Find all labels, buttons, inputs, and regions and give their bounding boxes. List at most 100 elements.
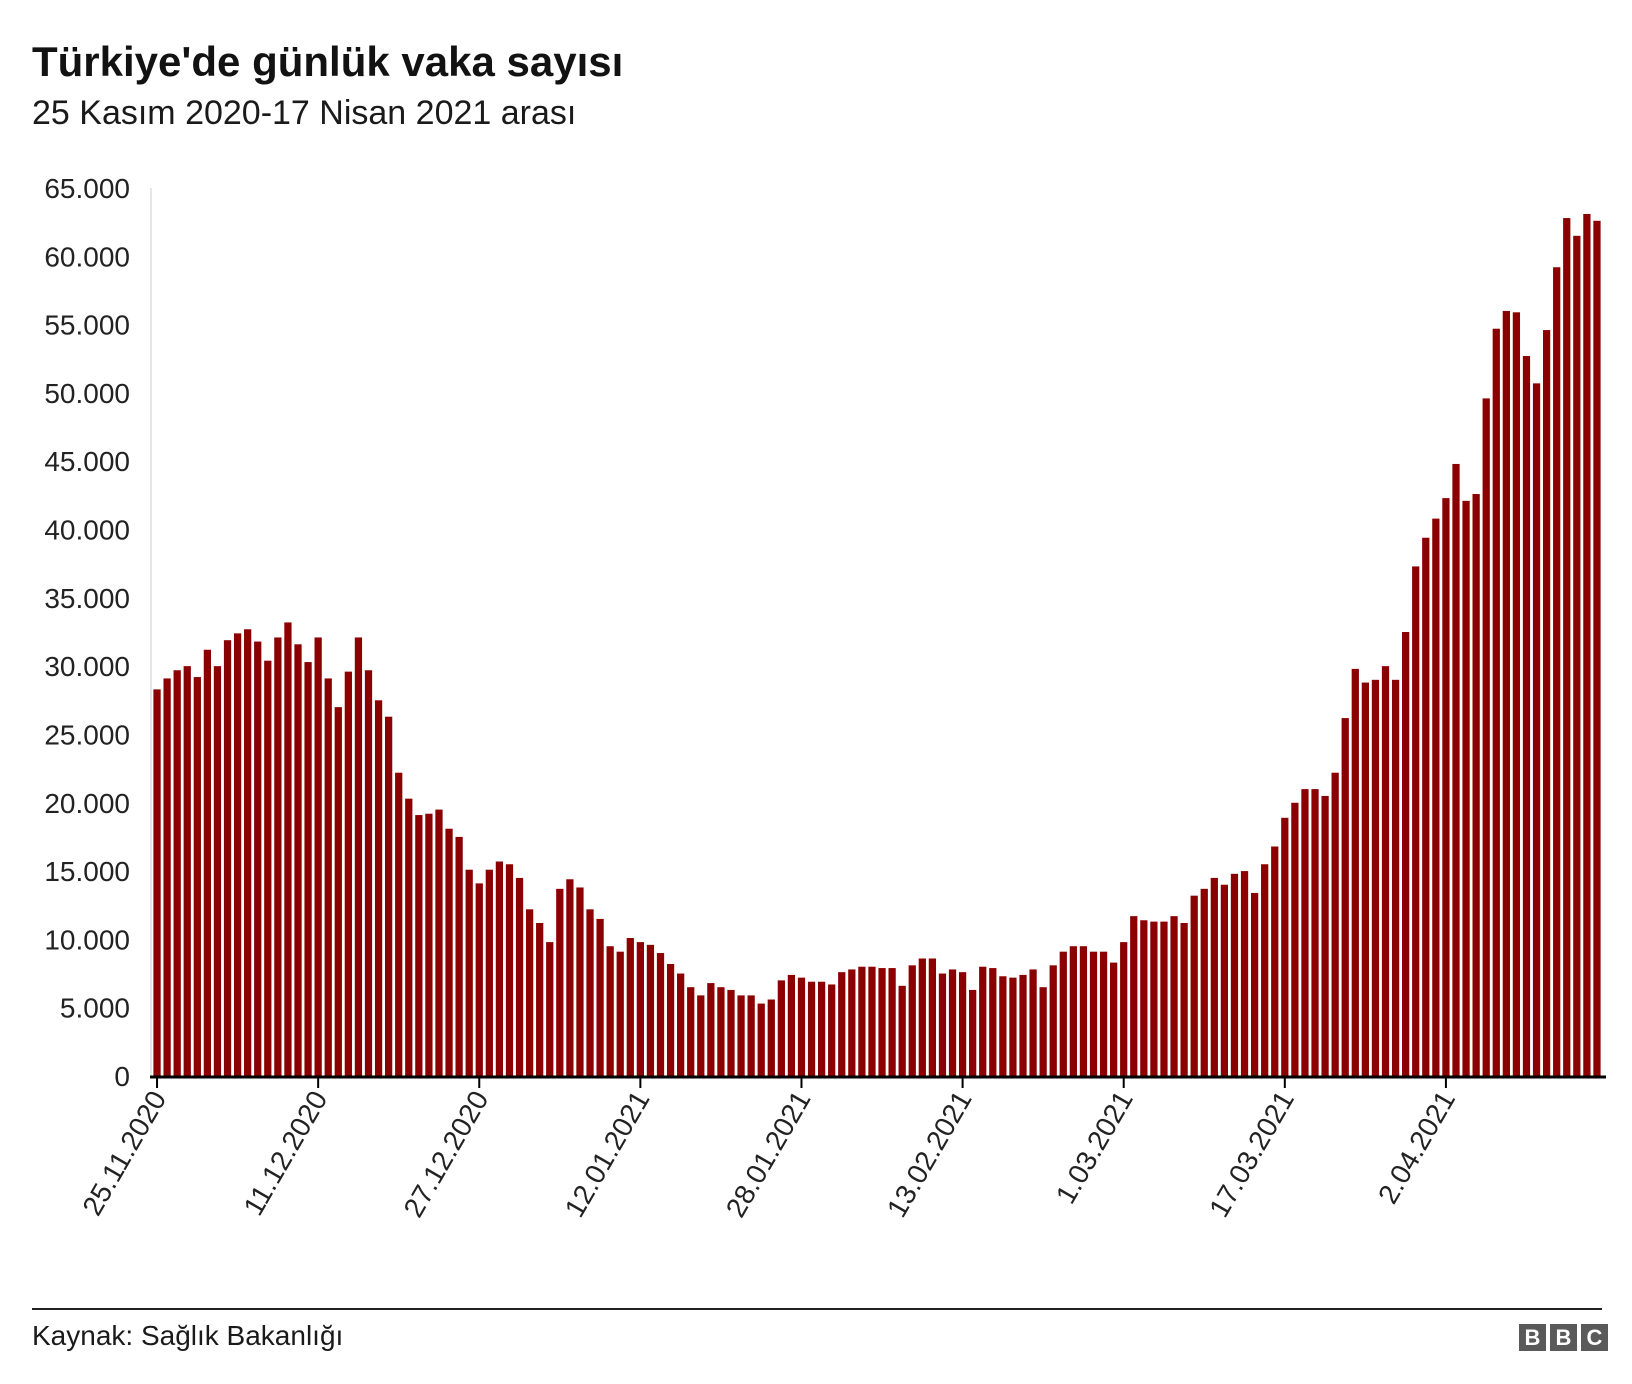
bar [1079, 946, 1088, 1076]
bar [586, 909, 594, 1076]
bar [314, 637, 322, 1076]
bar [1542, 330, 1551, 1077]
bar [807, 981, 816, 1076]
bar [858, 966, 866, 1076]
y-tick-label: 20.000 [44, 788, 130, 819]
bar [1371, 679, 1380, 1076]
bar [828, 984, 836, 1076]
bar [374, 700, 383, 1076]
bar [233, 633, 242, 1076]
x-tick-label: 28.01.2021 [720, 1086, 817, 1223]
y-tick-label: 10.000 [44, 924, 130, 955]
bar [173, 670, 181, 1076]
bar [1120, 942, 1128, 1076]
footer-divider [32, 1308, 1602, 1310]
bar [948, 969, 957, 1076]
bar [717, 987, 725, 1076]
chart-title: Türkiye'de günlük vaka sayısı [32, 38, 624, 85]
bar [969, 989, 977, 1076]
bar [1110, 962, 1118, 1076]
bar [1391, 679, 1400, 1076]
bar [455, 836, 463, 1076]
bar [1230, 873, 1239, 1076]
bar [1553, 267, 1561, 1076]
bar [445, 828, 453, 1076]
x-axis: 25.11.2020 11.12.2020 27.12.2020 12.01.2021… [76, 1075, 1606, 1223]
bar [395, 772, 403, 1076]
y-tick-label: 5.000 [60, 993, 130, 1024]
bar [677, 973, 685, 1076]
bar [666, 963, 675, 1076]
bar [596, 918, 604, 1076]
y-tick-label: 15.000 [44, 856, 130, 887]
bar [1452, 463, 1460, 1077]
bar [1412, 566, 1420, 1076]
bar [163, 678, 171, 1076]
bar [1361, 682, 1369, 1076]
bar [687, 987, 695, 1076]
bar [707, 983, 715, 1076]
bar [385, 716, 393, 1076]
y-tick-label: 0 [114, 1061, 130, 1092]
bar [344, 671, 352, 1076]
bar [193, 677, 201, 1076]
bar [1069, 946, 1077, 1076]
bar [1442, 498, 1450, 1076]
bar [334, 707, 342, 1076]
bar [817, 981, 826, 1076]
bar [888, 968, 896, 1076]
bar [1472, 494, 1480, 1076]
bar [918, 958, 926, 1076]
bar [928, 958, 937, 1076]
bar [284, 622, 292, 1076]
bar [183, 666, 191, 1076]
bar [898, 985, 906, 1076]
bar [1271, 846, 1279, 1076]
y-tick-label: 25.000 [44, 719, 130, 750]
bar [767, 999, 775, 1076]
bar [1281, 817, 1289, 1076]
bar [1462, 500, 1470, 1077]
y-tick-label: 60.000 [44, 241, 130, 272]
bar [546, 942, 554, 1076]
bar [848, 969, 856, 1076]
bar [495, 861, 504, 1076]
bar [1573, 235, 1581, 1076]
y-tick-label: 35.000 [44, 583, 130, 614]
bar [274, 637, 282, 1076]
bar [757, 1003, 765, 1076]
x-tick-label: 17.03.2021 [1203, 1086, 1300, 1223]
bar [213, 666, 222, 1076]
bar [1583, 213, 1591, 1076]
bar [646, 944, 655, 1076]
bar [505, 864, 514, 1076]
bar [525, 909, 534, 1076]
bar [1261, 864, 1269, 1076]
bar [465, 869, 473, 1076]
chart-subtitle: 25 Kasım 2020-17 Nisan 2021 arası [32, 94, 577, 132]
bar [737, 995, 745, 1076]
bar [1029, 969, 1037, 1076]
x-tick-label: 2.04.2021 [1372, 1086, 1461, 1209]
bar [697, 995, 705, 1076]
bar [1422, 537, 1430, 1076]
x-tick-label: 27.12.2020 [398, 1086, 495, 1223]
bar [1301, 789, 1309, 1076]
bar [1402, 632, 1410, 1076]
x-tick-label: 25.11.2020 [76, 1086, 172, 1221]
bar [1311, 789, 1319, 1076]
bar [1049, 965, 1057, 1076]
bar [1381, 666, 1390, 1076]
bar [838, 972, 846, 1076]
bar [203, 649, 212, 1076]
bar [787, 974, 796, 1076]
bar [1009, 977, 1017, 1076]
bar [878, 968, 886, 1076]
bar [1150, 921, 1158, 1076]
bar [797, 977, 806, 1076]
bar [636, 942, 644, 1076]
y-axis: 0 5.000 10.000 15.000 20.000 25.000 30.000 35.0… [44, 173, 152, 1092]
bar [999, 976, 1007, 1076]
bar [1130, 916, 1138, 1076]
bar [1210, 877, 1218, 1076]
